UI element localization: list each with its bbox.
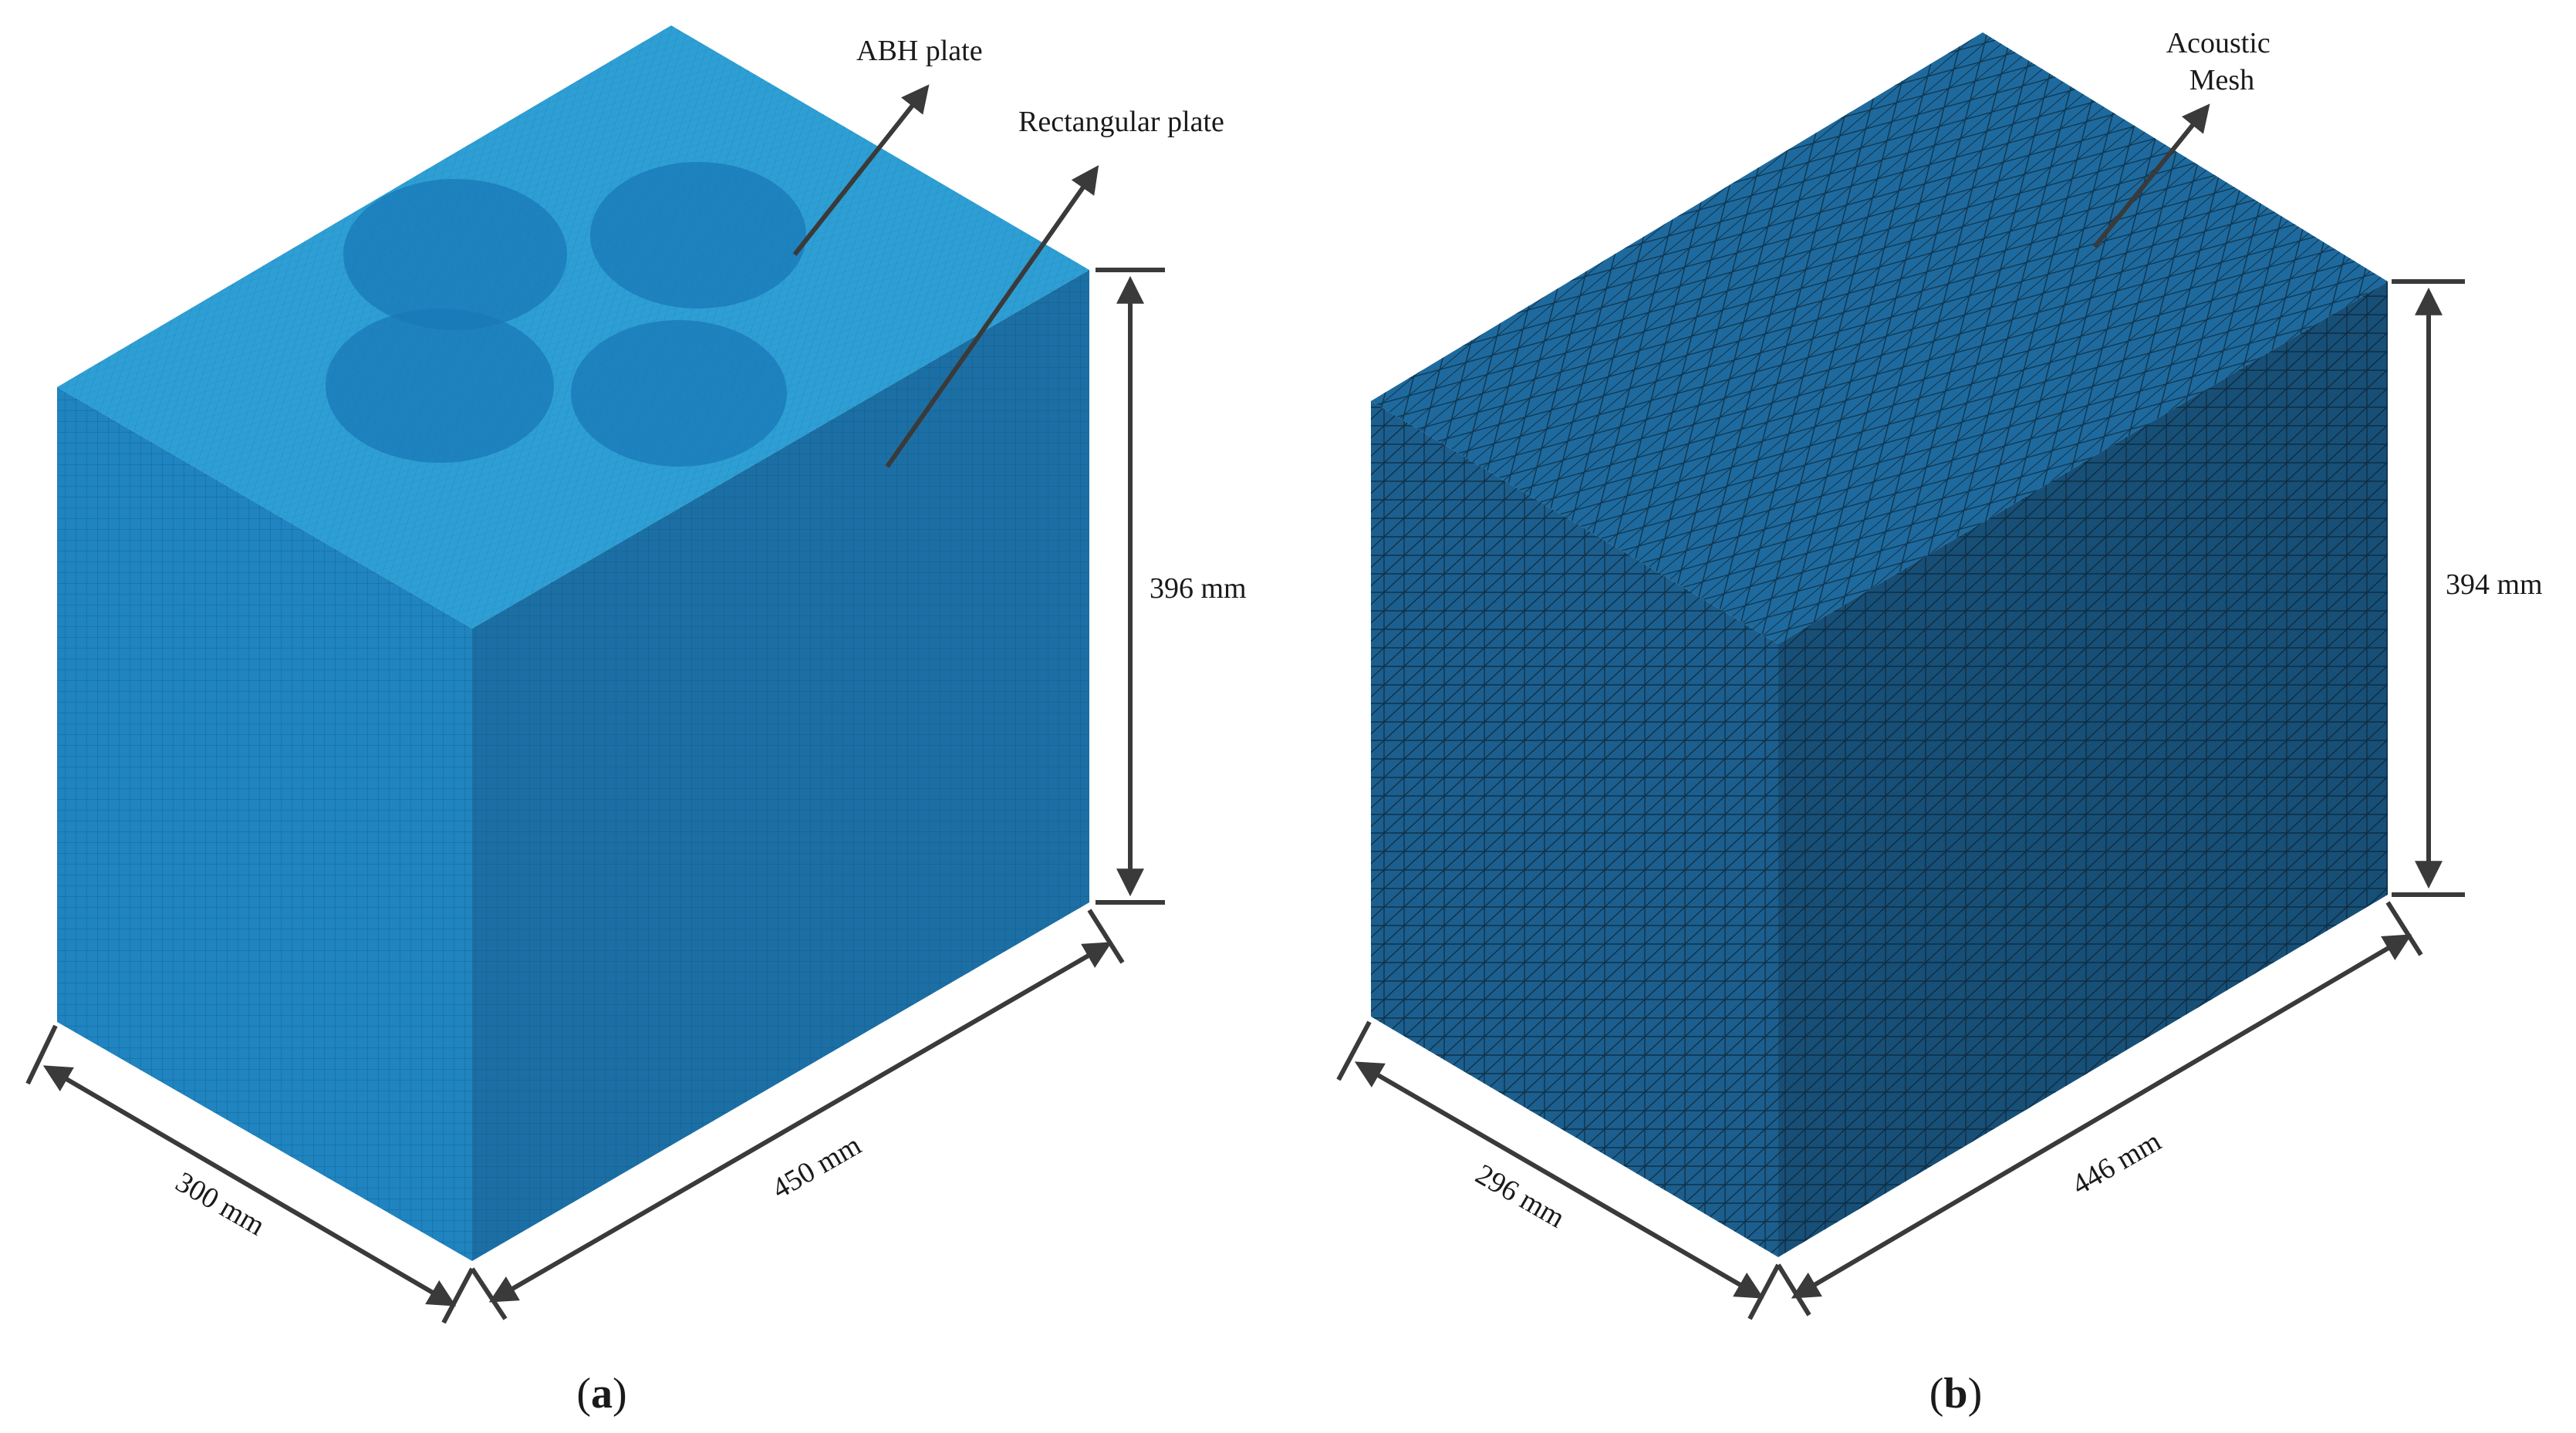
box-a-top-mesh: [57, 25, 1089, 629]
dim-a-height-label: 396 mm: [1150, 572, 1247, 605]
abh-disc-3: [326, 309, 554, 463]
panel-b: Acoustic Mesh 394 mm 296 mm 446 mm (b): [1336, 27, 2543, 1418]
box-b-left-mesh: [1371, 401, 1778, 1257]
dim-a-height: [1096, 268, 1165, 905]
panel-a: ABH plate Rectangular plate 396 mm 300 m…: [25, 25, 1247, 1418]
callout-mesh-label: Acoustic Mesh: [2166, 27, 2278, 96]
callout-abh-label: ABH plate: [856, 35, 983, 67]
dim-b-height-label: 394 mm: [2446, 568, 2543, 601]
callout-rect-label: Rectangular plate: [1018, 106, 1224, 138]
dim-b-height: [2392, 279, 2465, 897]
caption-a: (a): [576, 1370, 626, 1418]
dim-b-length: [1776, 901, 2423, 1317]
dim-b-length-label: 446 mm: [2067, 1125, 2167, 1202]
box-a-left-mesh: [57, 387, 472, 1261]
dim-b-width-label: 296 mm: [1470, 1158, 1571, 1234]
abh-discs: [326, 162, 806, 467]
dim-a-width-label: 300 mm: [170, 1165, 271, 1242]
abh-disc-2: [590, 162, 806, 309]
callout-abh-arrow: [792, 84, 930, 256]
abh-disc-1: [343, 179, 567, 330]
abh-disc-4: [571, 320, 787, 467]
dim-b-width: [1336, 1020, 1781, 1320]
dim-a-width: [25, 1024, 474, 1324]
box-b-top-mesh: [1371, 32, 2388, 644]
dim-a-length: [470, 909, 1125, 1320]
caption-b: (b): [1929, 1370, 1982, 1418]
callout-mesh-arrow: [2092, 103, 2210, 248]
dim-a-length-label: 450 mm: [767, 1129, 867, 1205]
callout-rect-arrow: [885, 165, 1099, 468]
